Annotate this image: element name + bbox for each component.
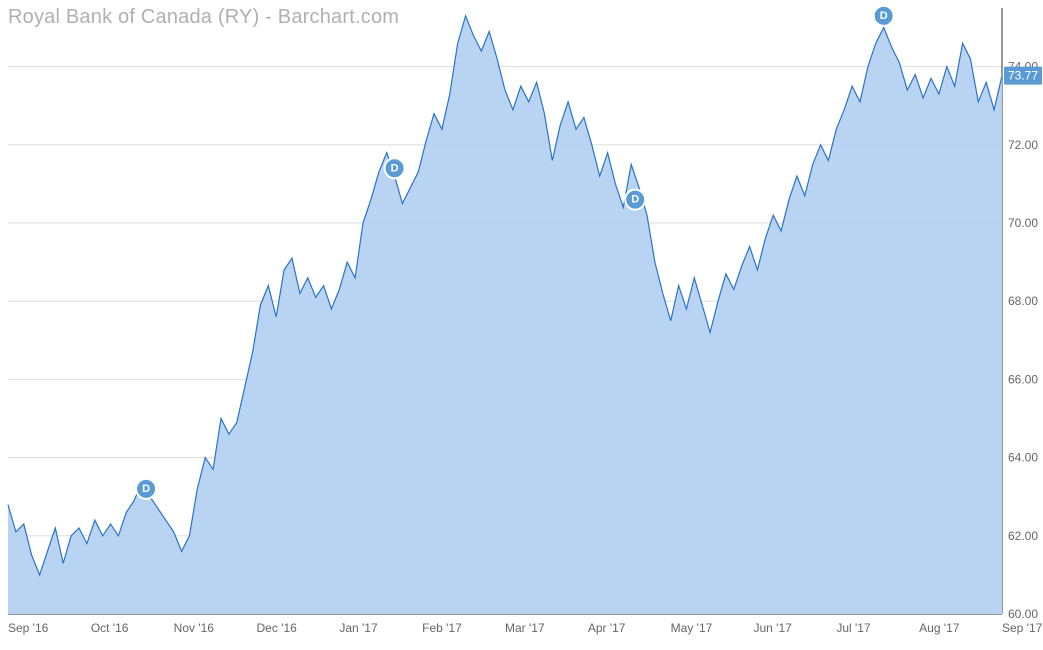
y-tick-label: 66.00 xyxy=(1008,372,1038,386)
svg-text:D: D xyxy=(391,162,399,174)
y-tick-label: 60.00 xyxy=(1008,607,1038,621)
area-fill xyxy=(8,16,1002,614)
svg-text:D: D xyxy=(880,10,888,22)
last-price-badge: 73.77 xyxy=(1004,67,1042,85)
x-tick-label: Apr '17 xyxy=(588,621,626,635)
y-tick-label: 68.00 xyxy=(1008,294,1038,308)
x-tick-label: Nov '16 xyxy=(174,621,215,635)
dividend-marker[interactable]: D xyxy=(385,158,405,178)
y-tick-label: 64.00 xyxy=(1008,451,1038,465)
svg-text:D: D xyxy=(142,483,150,495)
x-tick-label: Jun '17 xyxy=(754,621,793,635)
x-tick-label: Sep '17 xyxy=(1002,621,1043,635)
dividend-marker[interactable]: D xyxy=(136,479,156,499)
stock-area-chart[interactable]: Royal Bank of Canada (RY) - Barchart.com… xyxy=(0,0,1043,650)
x-tick-label: Feb '17 xyxy=(422,621,462,635)
chart-svg: 60.0062.0064.0066.0068.0070.0072.0074.00… xyxy=(0,0,1043,650)
x-tick-label: May '17 xyxy=(671,621,713,635)
y-tick-label: 70.00 xyxy=(1008,216,1038,230)
svg-text:73.77: 73.77 xyxy=(1008,69,1038,83)
x-tick-label: Aug '17 xyxy=(919,621,960,635)
x-tick-label: Jul '17 xyxy=(836,621,871,635)
svg-text:D: D xyxy=(631,194,639,206)
x-tick-label: Mar '17 xyxy=(505,621,545,635)
x-tick-label: Dec '16 xyxy=(257,621,298,635)
dividend-marker[interactable]: D xyxy=(874,6,894,26)
y-tick-label: 62.00 xyxy=(1008,529,1038,543)
dividend-marker[interactable]: D xyxy=(625,190,645,210)
y-tick-label: 72.00 xyxy=(1008,138,1038,152)
x-tick-label: Oct '16 xyxy=(91,621,129,635)
x-tick-label: Sep '16 xyxy=(8,621,49,635)
x-tick-label: Jan '17 xyxy=(339,621,378,635)
